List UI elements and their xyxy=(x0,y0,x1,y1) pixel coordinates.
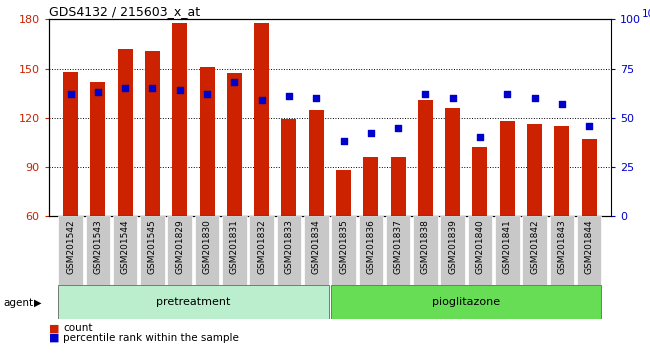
Point xyxy=(584,123,594,129)
Bar xyxy=(63,72,78,216)
Point xyxy=(447,95,458,101)
Text: ▶: ▶ xyxy=(34,298,42,308)
Text: pioglitazone: pioglitazone xyxy=(432,297,500,307)
Point xyxy=(202,91,213,97)
Text: GSM201542: GSM201542 xyxy=(66,219,75,274)
Bar xyxy=(254,23,269,216)
Text: count: count xyxy=(63,323,92,333)
FancyBboxPatch shape xyxy=(195,216,219,285)
Bar xyxy=(500,121,515,216)
Point xyxy=(393,125,403,130)
Bar xyxy=(391,157,406,216)
Text: GSM201836: GSM201836 xyxy=(367,219,375,274)
Text: GSM201829: GSM201829 xyxy=(176,219,184,274)
Point xyxy=(284,93,294,99)
Text: GSM201842: GSM201842 xyxy=(530,219,539,274)
Text: GSM201839: GSM201839 xyxy=(448,219,457,274)
FancyBboxPatch shape xyxy=(250,216,274,285)
FancyBboxPatch shape xyxy=(332,216,356,285)
Point xyxy=(120,85,131,91)
FancyBboxPatch shape xyxy=(413,216,437,285)
Point xyxy=(420,91,430,97)
FancyBboxPatch shape xyxy=(359,216,383,285)
Bar xyxy=(200,67,214,216)
Bar xyxy=(418,100,433,216)
Text: GSM201832: GSM201832 xyxy=(257,219,266,274)
Text: GSM201830: GSM201830 xyxy=(203,219,211,274)
Point xyxy=(229,80,240,85)
Point xyxy=(257,97,267,103)
Point xyxy=(556,101,567,107)
Point xyxy=(66,91,76,97)
Bar xyxy=(554,126,569,216)
FancyBboxPatch shape xyxy=(58,216,83,285)
Bar xyxy=(118,49,133,216)
Point xyxy=(365,131,376,136)
Text: pretreatment: pretreatment xyxy=(156,297,231,307)
Bar xyxy=(227,74,242,216)
Bar xyxy=(90,82,105,216)
Point xyxy=(311,95,322,101)
Text: GSM201544: GSM201544 xyxy=(121,219,129,274)
Point xyxy=(474,135,485,140)
Text: GSM201833: GSM201833 xyxy=(285,219,293,274)
Bar xyxy=(336,170,351,216)
Text: GSM201835: GSM201835 xyxy=(339,219,348,274)
Bar xyxy=(527,124,542,216)
Text: GSM201844: GSM201844 xyxy=(584,219,593,274)
FancyBboxPatch shape xyxy=(550,216,574,285)
Text: GDS4132 / 215603_x_at: GDS4132 / 215603_x_at xyxy=(49,5,200,18)
FancyBboxPatch shape xyxy=(58,285,328,319)
FancyBboxPatch shape xyxy=(168,216,192,285)
Point xyxy=(338,138,348,144)
Text: GSM201838: GSM201838 xyxy=(421,219,430,274)
FancyBboxPatch shape xyxy=(86,216,110,285)
FancyBboxPatch shape xyxy=(577,216,601,285)
FancyBboxPatch shape xyxy=(277,216,301,285)
Text: GSM201543: GSM201543 xyxy=(94,219,103,274)
FancyBboxPatch shape xyxy=(304,216,328,285)
Point xyxy=(148,85,158,91)
Text: GSM201843: GSM201843 xyxy=(557,219,566,274)
Bar xyxy=(473,147,488,216)
Text: GSM201831: GSM201831 xyxy=(230,219,239,274)
Bar xyxy=(309,109,324,216)
Text: GSM201837: GSM201837 xyxy=(394,219,402,274)
Text: GSM201841: GSM201841 xyxy=(503,219,512,274)
FancyBboxPatch shape xyxy=(222,216,246,285)
Text: 100%: 100% xyxy=(642,10,650,19)
FancyBboxPatch shape xyxy=(140,216,164,285)
FancyBboxPatch shape xyxy=(386,216,410,285)
Text: ■: ■ xyxy=(49,323,59,333)
FancyBboxPatch shape xyxy=(468,216,492,285)
Point xyxy=(175,87,185,93)
Text: ■: ■ xyxy=(49,333,59,343)
Text: GSM201834: GSM201834 xyxy=(312,219,320,274)
Bar xyxy=(281,119,296,216)
Bar xyxy=(172,23,187,216)
Bar xyxy=(145,51,160,216)
FancyBboxPatch shape xyxy=(332,285,601,319)
Point xyxy=(502,91,512,97)
Bar xyxy=(363,157,378,216)
Text: percentile rank within the sample: percentile rank within the sample xyxy=(63,333,239,343)
Text: GSM201840: GSM201840 xyxy=(476,219,484,274)
FancyBboxPatch shape xyxy=(113,216,137,285)
Point xyxy=(529,95,539,101)
FancyBboxPatch shape xyxy=(495,216,519,285)
FancyBboxPatch shape xyxy=(441,216,465,285)
Point xyxy=(93,89,103,95)
Text: agent: agent xyxy=(3,298,33,308)
Bar xyxy=(445,108,460,216)
Text: GSM201545: GSM201545 xyxy=(148,219,157,274)
Bar xyxy=(582,139,597,216)
FancyBboxPatch shape xyxy=(523,216,547,285)
